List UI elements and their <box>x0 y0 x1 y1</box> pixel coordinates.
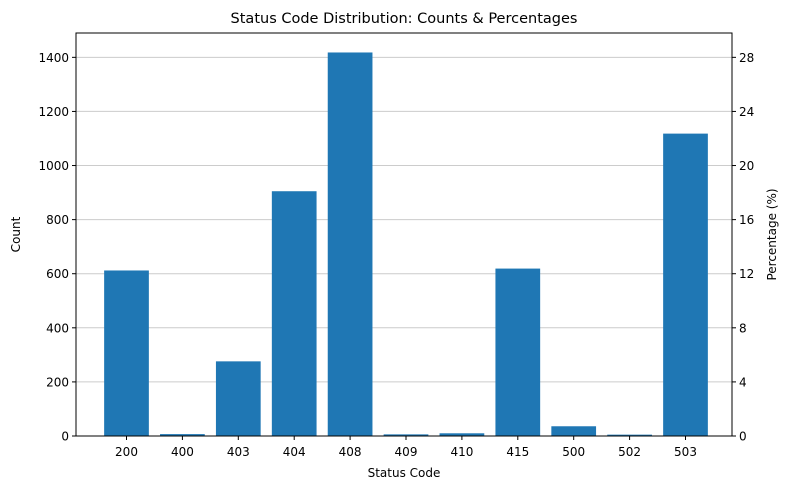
y2-tick-label: 4 <box>739 375 747 389</box>
x-tick-label: 502 <box>618 445 641 459</box>
y2-tick-label: 8 <box>739 321 747 335</box>
x-tick-label: 503 <box>674 445 697 459</box>
y-tick-label: 1200 <box>38 105 69 119</box>
y-tick-label: 200 <box>46 375 69 389</box>
x-tick-label: 403 <box>227 445 250 459</box>
bar-409 <box>383 434 429 436</box>
y-axis-left: 0 200 400 600 800 1000 1200 1400 <box>38 51 76 444</box>
x-tick-label: 400 <box>171 445 194 459</box>
x-axis-label: Status Code <box>368 466 441 480</box>
bar-503 <box>663 133 708 437</box>
bar-415 <box>495 268 541 436</box>
bars <box>104 52 708 437</box>
bar-404 <box>271 191 317 436</box>
x-axis: 200 400 403 404 408 409 410 415 500 502 503 <box>115 436 697 459</box>
x-tick-label: 500 <box>562 445 585 459</box>
x-tick-label: 404 <box>283 445 306 459</box>
y2-tick-label: 28 <box>739 51 754 65</box>
y-tick-label: 400 <box>46 321 69 335</box>
x-tick-label: 409 <box>395 445 418 459</box>
bar-408 <box>327 52 373 437</box>
y-tick-label: 800 <box>46 213 69 227</box>
bar-200 <box>104 270 149 436</box>
x-tick-label: 200 <box>115 445 138 459</box>
y2-axis-label: Percentage (%) <box>765 188 779 280</box>
x-tick-label: 408 <box>339 445 362 459</box>
y2-tick-label: 16 <box>739 213 754 227</box>
bar-410 <box>439 433 485 436</box>
y-tick-label: 1400 <box>38 51 69 65</box>
plot-frame <box>75 32 733 437</box>
y2-tick-label: 24 <box>739 105 754 119</box>
y2-tick-label: 20 <box>739 159 754 173</box>
bar-400 <box>160 434 205 436</box>
y-tick-label: 1000 <box>38 159 69 173</box>
y-axis-right: 0 4 8 12 16 20 24 28 <box>732 51 754 444</box>
y-axis-label: Count <box>9 216 23 252</box>
x-tick-label: 410 <box>450 445 473 459</box>
bar-403 <box>215 361 261 436</box>
x-tick-label: 415 <box>506 445 529 459</box>
y2-tick-label: 12 <box>739 267 754 281</box>
y-tick-label: 600 <box>46 267 69 281</box>
y-tick-label: 0 <box>61 430 69 444</box>
grid-lines <box>76 56 732 383</box>
bar-500 <box>551 426 597 436</box>
bar-502 <box>607 434 652 436</box>
chart-title: Status Code Distribution: Counts & Perce… <box>231 11 578 27</box>
y2-tick-label: 0 <box>739 430 747 444</box>
